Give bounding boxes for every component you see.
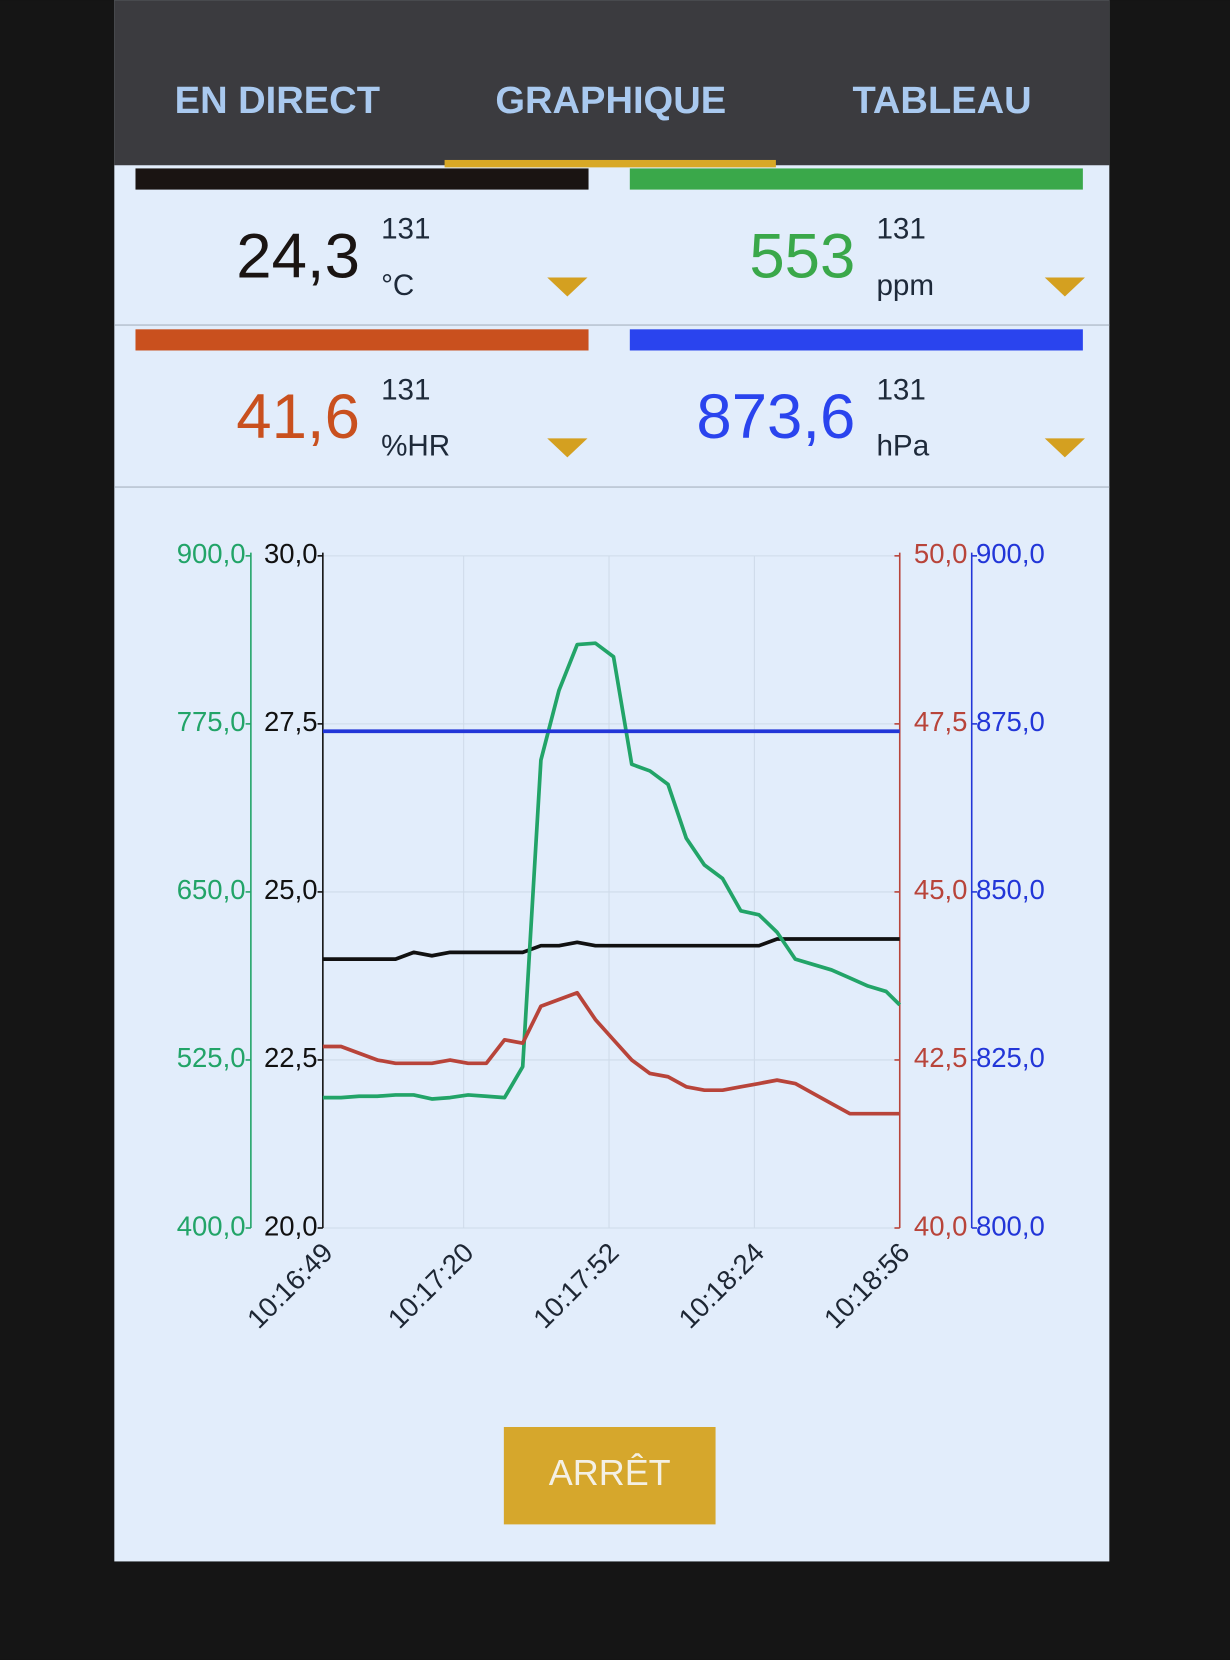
card-color-bar — [629, 168, 1083, 190]
card-unit: %HR — [381, 430, 450, 463]
data-line — [322, 937, 900, 961]
card-count: 131 — [876, 213, 925, 246]
card-dropdown[interactable] — [1044, 277, 1085, 297]
card-count: 131 — [381, 213, 430, 246]
card-dropdown[interactable] — [547, 438, 588, 458]
tab[interactable]: EN DIRECT — [175, 80, 380, 122]
stop-button-label[interactable]: ARRÊT — [549, 1452, 671, 1493]
y-tick-label: 650,0 — [177, 874, 246, 905]
y-tick-label: 27,5 — [264, 706, 318, 737]
card-value: 41,6 — [236, 382, 360, 452]
y-tick-label: 400,0 — [177, 1210, 246, 1241]
tab-indicator — [444, 159, 776, 168]
y-tick-label: 25,0 — [264, 874, 318, 905]
y-tick-label: 40,0 — [914, 1210, 968, 1241]
card-value: 873,6 — [696, 382, 855, 452]
tab[interactable]: GRAPHIQUE — [495, 80, 726, 122]
y-tick-label: 47,5 — [914, 706, 968, 737]
card-color-bar — [135, 329, 589, 351]
card-dropdown[interactable] — [1044, 438, 1085, 458]
y-tick-label: 20,0 — [264, 1210, 318, 1241]
card-unit: ppm — [876, 269, 934, 302]
y-tick-label: 775,0 — [177, 706, 246, 737]
card-unit: °C — [381, 269, 414, 302]
y-tick-label: 825,0 — [976, 1042, 1045, 1073]
tab[interactable]: TABLEAU — [852, 80, 1031, 122]
y-tick-label: 42,5 — [914, 1042, 968, 1073]
y-tick-label: 22,5 — [264, 1042, 318, 1073]
card-dropdown[interactable] — [547, 277, 588, 297]
card-value: 24,3 — [236, 221, 360, 291]
tab-bar — [114, 0, 1110, 166]
card-color-bar — [135, 168, 589, 190]
stop-button[interactable] — [503, 1427, 716, 1525]
y-tick-label: 800,0 — [976, 1210, 1045, 1241]
data-line — [322, 990, 900, 1116]
card-unit: hPa — [876, 430, 929, 463]
y-tick-label: 900,0 — [177, 538, 246, 569]
y-tick-label: 30,0 — [264, 538, 318, 569]
screen-background — [114, 0, 1110, 1562]
y-tick-label: 50,0 — [914, 538, 968, 569]
y-tick-label: 45,0 — [914, 874, 968, 905]
y-tick-label: 900,0 — [976, 538, 1045, 569]
card-count: 131 — [381, 374, 430, 407]
y-tick-label: 850,0 — [976, 874, 1045, 905]
card-value: 553 — [749, 221, 855, 291]
y-tick-label: 525,0 — [177, 1042, 246, 1073]
card-color-bar — [629, 329, 1083, 351]
data-line — [322, 641, 902, 1101]
y-tick-label: 875,0 — [976, 706, 1045, 737]
card-count: 131 — [876, 374, 925, 407]
